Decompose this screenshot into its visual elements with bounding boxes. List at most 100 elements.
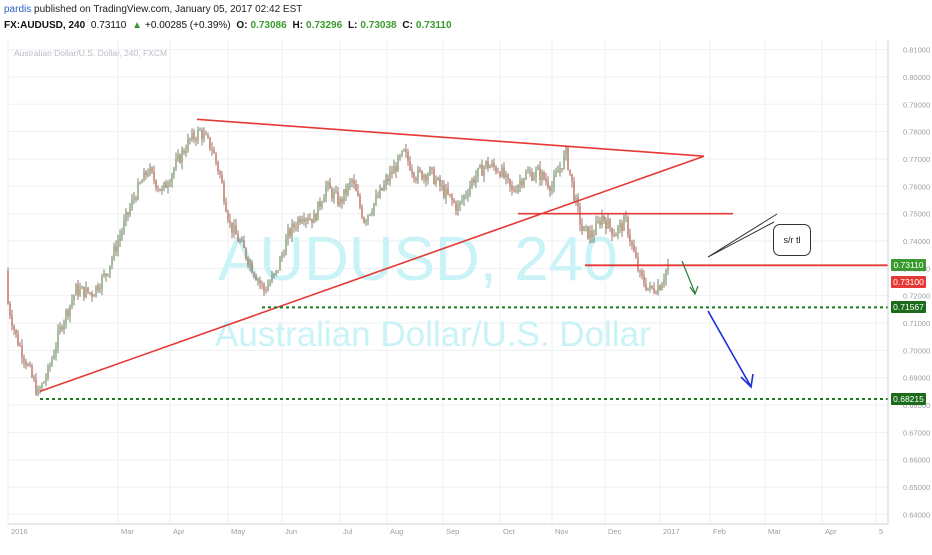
candle-body: [553, 175, 555, 187]
x-axis[interactable]: 2016 Mar Apr May Jun Jul Aug Sep Oct Nov Dec 2017 Fe…: [8, 523, 888, 536]
candle-body: [257, 279, 259, 281]
candle-body: [495, 166, 497, 172]
candle-body: [247, 258, 249, 265]
candle-body: [91, 292, 93, 297]
candle-body: [551, 186, 553, 191]
candle-body: [567, 147, 569, 170]
candle-body: [467, 194, 469, 196]
candle-body: [349, 181, 351, 185]
candle-body: [397, 156, 399, 172]
close-value: 0.73110: [415, 20, 452, 31]
candle-body: [263, 284, 265, 291]
candle-body: [287, 229, 289, 240]
candle-body: [21, 345, 23, 358]
candle-body: [201, 130, 203, 140]
callout-pointer: [707, 213, 778, 258]
candle-body: [223, 182, 225, 202]
blue-arrow: [707, 310, 751, 386]
chart-title: Australian Dollar/U.S. Dollar, 240, FXCM: [14, 48, 167, 58]
candle-body: [453, 200, 455, 203]
x-tick-label: Jul: [343, 527, 353, 536]
candle-body: [253, 272, 255, 276]
candle-body: [47, 366, 49, 378]
candle-body: [357, 191, 359, 197]
candle-body: [149, 167, 151, 174]
candle-body: [405, 149, 407, 153]
candle-body: [159, 188, 161, 191]
candle-body: [169, 182, 171, 186]
candle-body: [301, 219, 303, 223]
candle-body: [161, 188, 163, 191]
candle-body: [279, 257, 281, 271]
price-chart[interactable]: Australian Dollar/U.S. Dollar, 240, FXCM…: [0, 40, 932, 550]
y-tick-label: 0.78000: [903, 128, 930, 137]
candle-body: [153, 171, 155, 181]
candle-body: [35, 379, 37, 395]
x-tick-label: 2016: [11, 527, 28, 536]
x-tick-label: Apr: [825, 527, 837, 536]
candle-body: [297, 218, 299, 228]
symbol-label[interactable]: FX:AUDUSD, 240: [4, 20, 86, 31]
candle-body: [391, 171, 393, 174]
candle-body: [581, 224, 583, 232]
candle-body: [501, 167, 503, 177]
candle-body: [147, 173, 149, 176]
candle-body: [427, 174, 429, 181]
candle-body: [651, 285, 653, 288]
candle-body: [189, 138, 191, 140]
candle-body: [325, 185, 327, 198]
x-tick-label: Apr: [173, 527, 185, 536]
candle-body: [67, 310, 69, 316]
candle-body: [517, 185, 519, 192]
y-tick-label: 0.75000: [903, 210, 930, 219]
candle-body: [37, 388, 39, 395]
candle-body: [439, 177, 441, 187]
candle-body: [513, 189, 515, 192]
candle-body: [633, 244, 635, 252]
candle-body: [39, 388, 41, 390]
candle-body: [639, 270, 641, 272]
chart-area[interactable]: Australian Dollar/U.S. Dollar, 240, FXCM…: [0, 40, 932, 550]
candle-body: [565, 147, 567, 155]
candle-body: [609, 219, 611, 228]
candle-body: [31, 365, 33, 378]
candle-body: [589, 230, 591, 239]
candle-body: [375, 195, 377, 204]
candle-body: [9, 304, 11, 316]
candle-body: [331, 188, 333, 199]
candle-body: [533, 176, 535, 181]
candle-body: [385, 178, 387, 185]
candle-body: [619, 223, 621, 227]
candle-body: [611, 227, 613, 236]
candle-body: [345, 189, 347, 195]
candle-body: [629, 234, 631, 242]
candle-body: [403, 149, 405, 151]
candle-body: [605, 220, 607, 229]
candle-body: [59, 326, 61, 331]
y-tick-label: 0.76000: [903, 182, 930, 191]
y-tick-label: 0.64000: [903, 510, 930, 519]
candle-body: [485, 160, 487, 168]
candle-body: [125, 212, 127, 221]
candle-body: [33, 377, 35, 380]
candle-body: [361, 206, 363, 218]
author-name[interactable]: pardis: [4, 4, 32, 15]
candle-body: [219, 171, 221, 175]
candle-body: [289, 229, 291, 237]
candle-body: [123, 220, 125, 232]
candle-body: [207, 134, 209, 138]
candle-body: [71, 300, 73, 306]
candle-body: [379, 187, 381, 198]
candle-body: [347, 184, 349, 195]
candle-body: [175, 159, 177, 169]
candle-body: [337, 191, 339, 205]
candle-body: [17, 334, 19, 346]
candle-body: [23, 357, 25, 362]
change-value: +0.00285 (+0.39%): [145, 20, 231, 31]
candle-body: [261, 283, 263, 285]
candle-body: [265, 290, 267, 292]
candle-body: [141, 181, 143, 184]
candle-body: [523, 178, 525, 185]
x-tick-label: Mar: [768, 527, 781, 536]
candle-body: [163, 182, 165, 189]
